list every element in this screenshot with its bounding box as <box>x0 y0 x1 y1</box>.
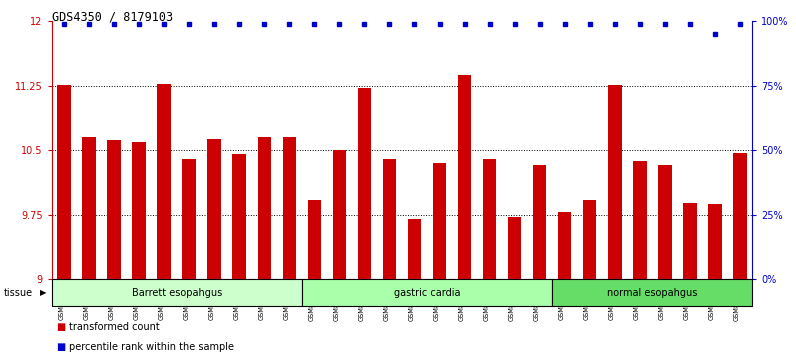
Bar <box>232 154 246 279</box>
Bar <box>708 204 721 279</box>
Text: tissue: tissue <box>4 287 33 298</box>
Text: transformed count: transformed count <box>69 322 160 332</box>
Bar <box>107 140 121 279</box>
Text: Barrett esopahgus: Barrett esopahgus <box>131 287 222 298</box>
Bar <box>307 200 322 279</box>
Text: ▶: ▶ <box>40 288 46 297</box>
Text: normal esopahgus: normal esopahgus <box>607 287 697 298</box>
Text: ■: ■ <box>56 342 65 352</box>
Bar <box>158 84 171 279</box>
Bar <box>552 279 752 306</box>
Bar <box>432 163 447 279</box>
Bar <box>83 137 96 279</box>
Bar <box>607 85 622 279</box>
Bar <box>733 153 747 279</box>
Bar <box>508 217 521 279</box>
Bar <box>383 159 396 279</box>
Bar <box>408 219 421 279</box>
Bar <box>458 74 471 279</box>
Text: ■: ■ <box>56 322 65 332</box>
Bar <box>52 279 302 306</box>
Bar <box>333 150 346 279</box>
Text: gastric cardia: gastric cardia <box>394 287 460 298</box>
Bar <box>633 161 646 279</box>
Bar <box>583 200 596 279</box>
Bar <box>482 159 497 279</box>
Bar <box>533 165 546 279</box>
Bar <box>57 85 71 279</box>
Bar <box>257 137 271 279</box>
Bar <box>283 137 296 279</box>
Bar <box>683 203 696 279</box>
Bar <box>302 279 552 306</box>
Bar <box>182 159 196 279</box>
Text: GDS4350 / 8179103: GDS4350 / 8179103 <box>52 11 173 24</box>
Bar <box>357 88 371 279</box>
Bar <box>657 165 672 279</box>
Bar <box>558 212 572 279</box>
Bar <box>132 142 146 279</box>
Text: percentile rank within the sample: percentile rank within the sample <box>69 342 234 352</box>
Bar <box>208 139 221 279</box>
